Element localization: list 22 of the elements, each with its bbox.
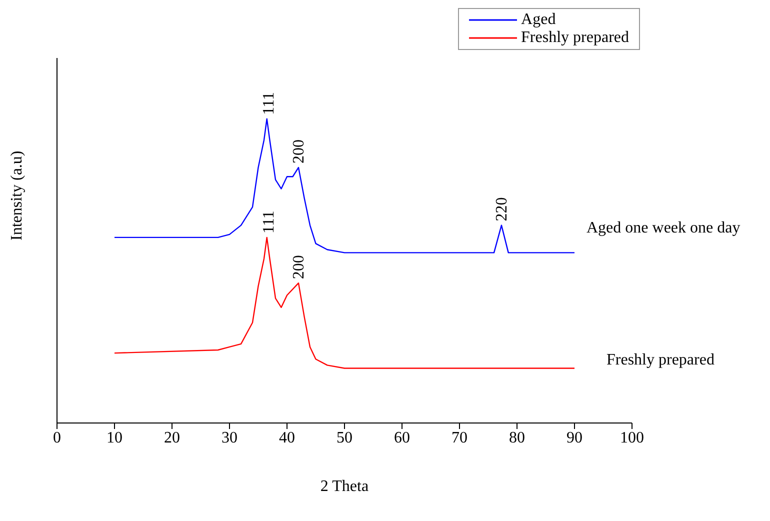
annotation: 200 [290,140,308,164]
x-tick-label: 60 [394,429,410,446]
legend-label: Freshly prepared [521,29,629,47]
annotation: 111 [260,210,278,234]
x-tick-label: 100 [620,429,644,446]
x-tick-label: 80 [509,429,525,446]
annotation: 111 [260,92,278,115]
x-tick-label: 90 [566,429,582,446]
legend-label: Aged [521,11,556,29]
x-tick-label: 70 [452,429,468,446]
x-tick-label: 0 [53,429,61,446]
x-tick-label: 20 [164,429,180,446]
x-tick-label: 10 [106,429,122,446]
annotation: 200 [290,255,308,280]
x-tick-label: 50 [336,429,352,446]
x-axis-title: 2 Theta [320,478,369,495]
y-axis-title: Intensity (a.u) [8,150,26,240]
annotation: Aged one week one day [586,220,740,237]
annotation: Freshly prepared [606,351,714,368]
x-tick-label: 40 [279,429,295,446]
x-tick-label: 30 [222,429,238,446]
annotation: 220 [493,197,510,222]
